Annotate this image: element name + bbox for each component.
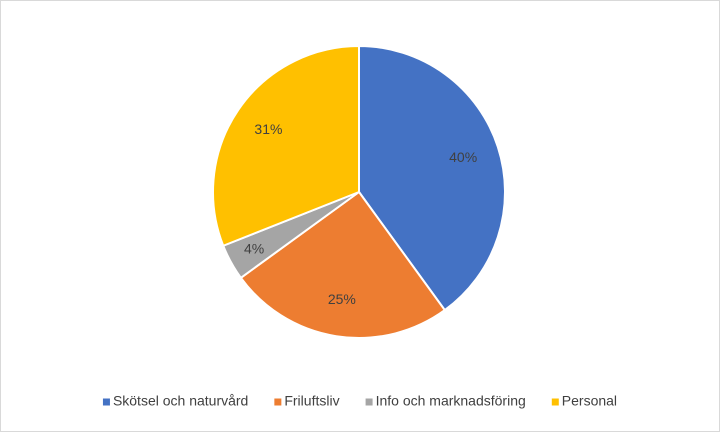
legend-label: Skötsel och naturvård — [113, 393, 248, 409]
data-label: 40% — [449, 149, 477, 165]
legend-label: Info och marknadsföring — [376, 393, 526, 409]
legend-marker — [274, 398, 282, 406]
legend-label: Friluftsliv — [284, 393, 339, 409]
pie-slice — [212, 44, 360, 248]
data-label: 25% — [328, 291, 356, 307]
legend-marker — [551, 398, 559, 406]
pie-slice — [358, 44, 506, 312]
pie-slice — [239, 190, 447, 339]
legend-marker — [102, 398, 110, 406]
data-label: 4% — [244, 240, 264, 256]
data-label: 31% — [254, 121, 282, 137]
legend-marker — [365, 398, 373, 406]
legend-label: Personal — [562, 393, 617, 409]
